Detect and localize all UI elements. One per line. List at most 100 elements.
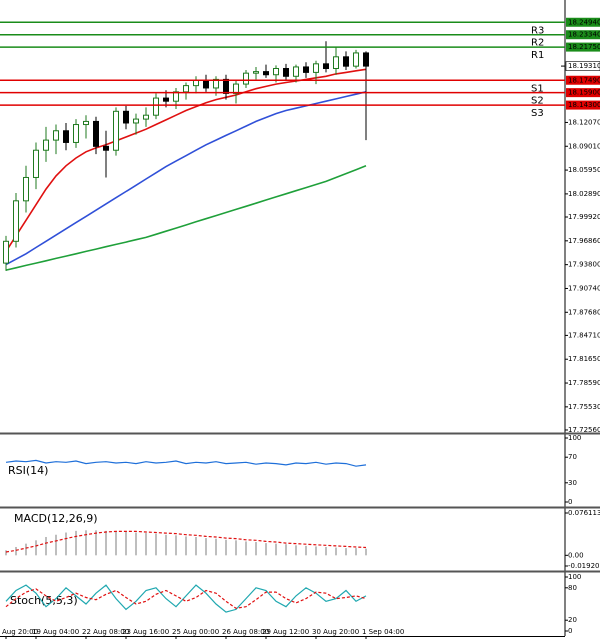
signal-line	[5, 530, 367, 553]
panel-title: Stoch(5,5,3)	[10, 594, 78, 607]
y-tick-label: 17.99920	[568, 213, 600, 221]
y-tick-label: 30	[568, 479, 577, 487]
level-price-box	[566, 75, 600, 85]
y-tick-label: 0	[568, 627, 572, 635]
moving-average	[5, 68, 367, 252]
candle-body	[123, 110, 129, 124]
y-tick-label: 70	[568, 453, 577, 461]
candle-body	[233, 83, 239, 94]
candle-body	[243, 72, 249, 85]
y-tick-label: 17.75530	[568, 403, 600, 411]
candle-body	[43, 139, 49, 151]
level-price-label: 18.15900	[568, 89, 600, 97]
candle-body	[83, 120, 89, 126]
x-tick-label: 25 Aug 00:00	[172, 628, 219, 636]
y-tick-label: 0.076113	[568, 509, 600, 517]
candle-body	[303, 66, 309, 73]
y-tick-label: 17.81650	[568, 355, 600, 363]
candle-body	[333, 56, 339, 69]
candle-body	[93, 120, 99, 147]
candle-body	[213, 78, 219, 89]
indicator-line	[5, 459, 367, 467]
x-tick-label: 1 Sep 04:00	[362, 628, 404, 636]
x-tick-label: Aug 20:00	[2, 628, 38, 636]
level-name: S1	[531, 83, 544, 94]
moving-average	[5, 91, 367, 266]
level-name: R3	[531, 25, 544, 36]
x-tick-label: 22 Aug 08:00	[82, 628, 129, 636]
y-tick-label: 100	[568, 573, 581, 581]
y-tick-label: -0.019206	[568, 562, 600, 570]
candle-body	[313, 63, 319, 73]
level-price-label: 18.17490	[568, 76, 600, 84]
candle-body	[253, 71, 259, 74]
level-price-box	[566, 17, 600, 27]
panel-title: MACD(12,26,9)	[14, 512, 98, 525]
y-tick-label: 17.90740	[568, 284, 600, 292]
level-name: R2	[531, 38, 544, 49]
level-price-label: 18.14300	[568, 101, 600, 109]
last-price-label: 18.19310	[568, 62, 600, 70]
level-name: S2	[531, 96, 544, 107]
candle-body	[183, 85, 189, 93]
level-price-label: 18.21750	[568, 43, 600, 51]
candle-body	[203, 79, 209, 89]
level-price-box	[566, 88, 600, 98]
x-tick-label: 29 Aug 12:00	[262, 628, 309, 636]
x-tick-label: 19 Aug 04:00	[32, 628, 79, 636]
y-tick-label: 18.05950	[568, 166, 600, 174]
candle-body	[63, 130, 69, 143]
moving-average	[5, 165, 367, 271]
indicator-line	[5, 588, 367, 609]
candle-body	[223, 78, 229, 94]
y-tick-label: 18.02890	[568, 190, 600, 198]
panel-title: RSI(14)	[8, 464, 48, 477]
last-price-box	[565, 61, 600, 71]
y-tick-label: 80	[568, 584, 577, 592]
y-tick-label: 18.12070	[568, 118, 600, 126]
level-price-box	[566, 30, 600, 40]
x-tick-label: 23 Aug 16:00	[122, 628, 169, 636]
y-tick-label: 17.87680	[568, 308, 600, 316]
indicator-line	[5, 584, 367, 613]
y-tick-label: 0	[568, 498, 572, 506]
level-price-box	[566, 100, 600, 110]
y-tick-label: 17.93800	[568, 261, 600, 269]
candle-body	[363, 52, 369, 67]
candle-body	[3, 240, 9, 264]
candle-body	[263, 71, 269, 76]
candle-body	[33, 149, 39, 178]
candle-body	[163, 97, 169, 102]
candle-body	[283, 67, 289, 77]
y-tick-label: 0.00	[568, 551, 584, 559]
candle-body	[323, 63, 329, 69]
candle-body	[143, 114, 149, 120]
candle-body	[133, 118, 139, 124]
y-tick-label: 17.78590	[568, 379, 600, 387]
x-tick-label: 30 Aug 20:00	[312, 628, 359, 636]
candle-body	[73, 124, 79, 143]
candle-body	[23, 176, 29, 202]
y-tick-label: 100	[568, 434, 581, 442]
level-price-label: 18.24940	[568, 18, 600, 26]
candle-body	[293, 66, 299, 77]
level-price-label: 18.23340	[568, 31, 600, 39]
candle-body	[113, 110, 119, 151]
y-tick-label: 20	[568, 616, 577, 624]
candle-body	[103, 145, 109, 151]
candle-body	[353, 52, 359, 67]
candle-body	[173, 91, 179, 102]
level-name: R1	[531, 50, 544, 61]
level-price-box	[566, 42, 600, 52]
y-tick-label: 17.96860	[568, 237, 600, 245]
x-tick-label: 26 Aug 08:00	[222, 628, 269, 636]
level-name: S3	[531, 108, 544, 119]
candle-body	[153, 97, 159, 116]
y-tick-label: 17.72560	[568, 426, 600, 434]
candle-body	[343, 56, 349, 67]
candle-body	[13, 200, 19, 242]
y-tick-label: 17.84710	[568, 331, 600, 339]
